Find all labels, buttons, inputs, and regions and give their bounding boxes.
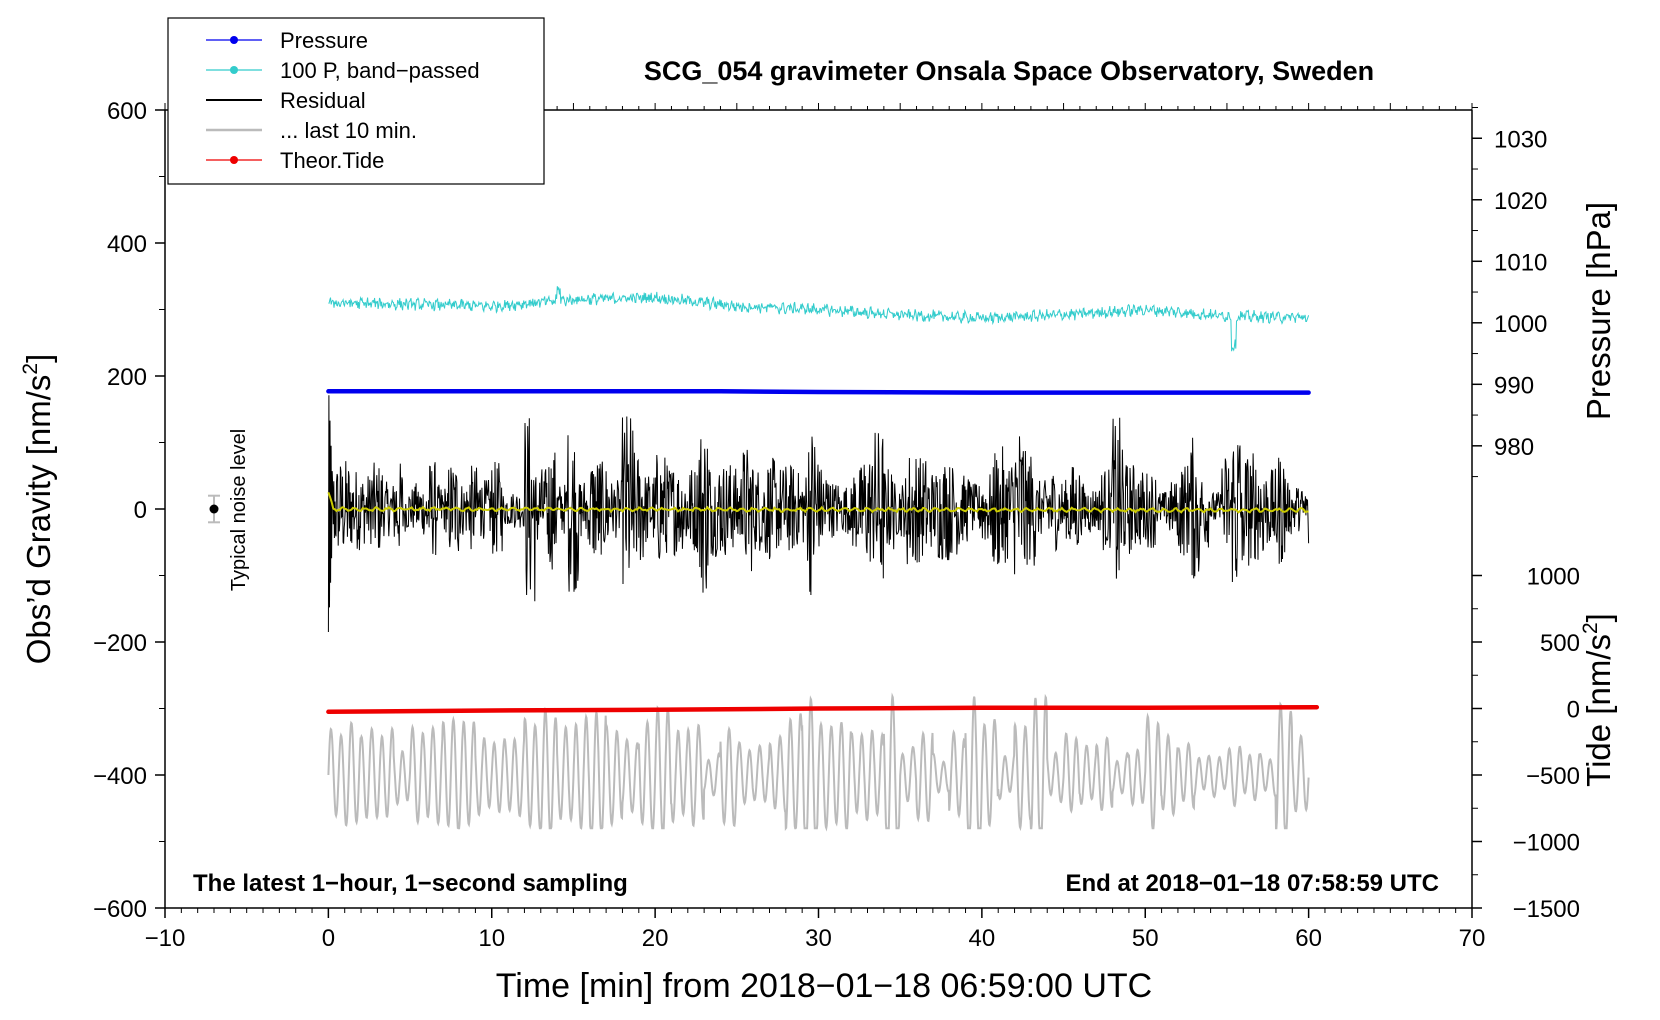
x-tick-label: 10 — [478, 925, 505, 952]
tide-tick-label: 1000 — [1527, 564, 1580, 591]
pressure-tick-label: 980 — [1494, 434, 1534, 461]
legend-label-tide: Theor.Tide — [280, 148, 384, 173]
x-tick-label: 20 — [642, 925, 669, 952]
legend-label-residual: Residual — [280, 88, 366, 113]
series-last10min-line — [327, 692, 1310, 832]
pressure-tick-label: 1000 — [1494, 311, 1547, 338]
x-tick-label: 50 — [1132, 925, 1159, 952]
legend-item-bandpassed: 100 P, band−passed — [206, 58, 480, 83]
series-layer — [208, 286, 1320, 832]
legend-item-pressure: Pressure — [206, 28, 368, 53]
chart-title: SCG_054 gravimeter Onsala Space Observat… — [644, 56, 1374, 86]
y-tick-label: −600 — [93, 896, 147, 923]
annotation-end-time: End at 2018−01−18 07:58:59 UTC — [1065, 870, 1439, 897]
tide-tick-label: 500 — [1540, 630, 1580, 657]
series-smoothed-residual-line — [327, 491, 1309, 514]
y-tick-label: 0 — [134, 497, 147, 524]
legend-label-pressure: Pressure — [280, 28, 368, 53]
axes-layer: −10 0 10 20 30 40 50 60 706004002000−200−400−600… — [93, 98, 1580, 952]
series-tide-line — [326, 704, 1320, 715]
legend-item-last10: ... last 10 min. — [206, 118, 417, 143]
x-axis-label: Time [min] from 2018−01−18 06:59:00 UTC — [496, 967, 1152, 1005]
series-pressure-line — [326, 389, 1311, 395]
pressure-tick-label: 990 — [1494, 372, 1534, 399]
y-tick-label: 200 — [107, 364, 147, 391]
annotation-sampling: The latest 1−hour, 1−second sampling — [193, 870, 628, 897]
noise-level-marker — [208, 494, 221, 524]
y-tick-label: −200 — [93, 630, 147, 657]
pressure-tick-label: 1030 — [1494, 126, 1547, 153]
x-tick-label: 0 — [322, 925, 335, 952]
legend-marker-bandpassed — [230, 66, 238, 74]
legend-marker-pressure — [230, 36, 238, 44]
noise-point — [209, 504, 219, 514]
y-axis-label-left: Obs’d Gravity [nm/s2] — [19, 354, 57, 665]
x-tick-label: 60 — [1295, 925, 1322, 952]
legend-marker-tide — [230, 156, 238, 164]
tide-tick-label: −1500 — [1513, 896, 1580, 923]
tide-tick-label: 0 — [1567, 697, 1580, 724]
y-tick-label: −400 — [93, 763, 147, 790]
y-tick-label: 600 — [107, 98, 147, 125]
x-tick-label: 30 — [805, 925, 832, 952]
legend-item-residual: Residual — [206, 88, 366, 113]
x-tick-label: 40 — [969, 925, 996, 952]
pressure-tick-label: 1020 — [1494, 188, 1547, 215]
series-bandpassed-line — [328, 286, 1310, 352]
legend-label-last10: ... last 10 min. — [280, 118, 417, 143]
legend-item-tide: Theor.Tide — [206, 148, 384, 173]
y-axis-label-pressure: Pressure [hPa] — [1580, 202, 1617, 420]
x-tick-label: 70 — [1459, 925, 1486, 952]
legend: Pressure 100 P, band−passed Residual ...… — [167, 17, 545, 185]
series-residual-line — [327, 395, 1310, 633]
y-axis-label-tide: Tide [nm/s2] — [1579, 613, 1617, 787]
x-tick-label: −10 — [145, 925, 186, 952]
pressure-tick-label: 1010 — [1494, 249, 1547, 276]
annotation-noise-level: Typical noise level — [228, 429, 250, 591]
y-tick-label: 400 — [107, 231, 147, 258]
legend-label-bandpassed: 100 P, band−passed — [280, 58, 480, 83]
tide-tick-label: −500 — [1526, 763, 1580, 790]
tide-tick-label: −1000 — [1513, 830, 1580, 857]
